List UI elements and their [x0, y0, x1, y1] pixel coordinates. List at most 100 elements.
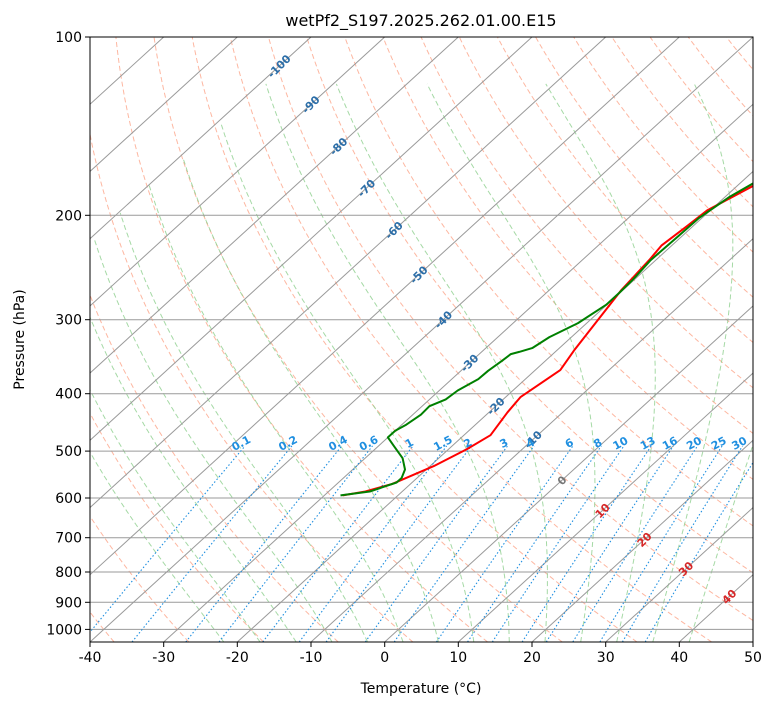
x-tick-label: -20: [226, 650, 249, 666]
y-tick-label: 100: [55, 30, 82, 46]
dry-adiabat-line: [535, 37, 753, 298]
mixing-ratio-line: [599, 445, 723, 642]
x-tick-label: -10: [300, 650, 323, 666]
isotherm-line: [236, 170, 753, 642]
mixing-ratio-label: 20: [684, 434, 704, 453]
isotherm-line: [90, 37, 753, 642]
sounding-series: [340, 182, 753, 497]
isotherms: [90, 37, 753, 642]
moist-adiabat-line: [426, 83, 596, 642]
y-tick-label: 700: [55, 531, 82, 547]
isotherm-line: [90, 37, 386, 307]
dry-adiabat-line: [306, 37, 753, 574]
dry-adiabat-line: [344, 37, 753, 527]
moist-adiabat-line: [265, 83, 510, 642]
dry-adiabat-line: [90, 515, 190, 642]
mixing-ratio-label: 6: [563, 436, 576, 451]
mixing-ratio-line: [325, 445, 472, 642]
y-axis-label: Pressure (hPa): [12, 289, 28, 389]
chart-title: wetPf2_S197.2025.262.01.00.E15: [285, 11, 556, 31]
isotherm-line: [752, 641, 753, 642]
isotherm-line: [605, 506, 753, 642]
moist-adiabat-line: [119, 212, 369, 642]
moist-adiabat-line: [545, 83, 656, 642]
mixing-ratio-label: 13: [638, 434, 658, 453]
moist-adiabats: [90, 83, 753, 642]
x-axis-label: Temperature (°C): [360, 681, 482, 697]
dry-adiabat-line: [229, 37, 712, 642]
moist-adiabat-line: [148, 185, 404, 642]
dry-adiabat-line: [90, 293, 339, 642]
mixing-ratio-line: [262, 445, 414, 642]
isotherm-line: [457, 372, 753, 642]
isotherm-line: [90, 37, 533, 442]
isobars: [90, 37, 753, 630]
plot-frame: [89, 36, 754, 643]
isotherm-line: [90, 37, 459, 374]
y-tick-label: 200: [55, 208, 82, 224]
mixing-ratio-label: 10: [611, 434, 631, 453]
mixing-ratio-label: 36: [750, 434, 770, 453]
y-tick-label: 900: [55, 595, 82, 611]
isotherm-line: [163, 103, 753, 642]
mixing-ratio-line: [393, 445, 535, 642]
y-tick-label: 600: [55, 491, 82, 507]
mixing-ratio-line: [298, 445, 448, 642]
x-tick-label: 30: [597, 650, 615, 666]
isotherm-line: [90, 37, 680, 576]
dry-adiabat-line: [611, 37, 753, 208]
x-tick-label: 50: [744, 650, 762, 666]
dry-adiabat-line: [458, 37, 753, 389]
moist-adiabat-line: [90, 388, 261, 642]
mixing-ratio-line: [218, 445, 373, 642]
mixing-ratio-line: [131, 445, 293, 642]
x-tick-label: 20: [523, 650, 541, 666]
y-tick-label: 300: [55, 313, 82, 329]
x-tick-label: 0: [380, 650, 389, 666]
mixing-ratio-line: [621, 445, 744, 642]
y-tick-label: 400: [55, 387, 82, 403]
moist-adiabat-line: [93, 237, 333, 642]
plot-area: -100-90-80-70-60-50-40-30-20-10010203040…: [90, 37, 775, 642]
y-tick-label: 800: [55, 565, 82, 581]
mixing-ratio-line: [491, 445, 625, 642]
x-tick-label: 10: [449, 650, 467, 666]
dry-adiabat-line: [115, 37, 488, 642]
mixing-ratio-line: [572, 445, 699, 642]
moist-adiabat-line: [90, 315, 297, 642]
dry-adiabat-line: [382, 37, 753, 481]
isotherm-line: [90, 37, 238, 173]
isotherm-line: [90, 37, 607, 509]
isotherm-line: [531, 439, 753, 642]
mixing-ratio-label: 3: [498, 436, 511, 451]
x-tick-label: -40: [79, 650, 102, 666]
dry-adiabat-line: [90, 131, 414, 642]
mixing-ratio-line: [364, 445, 509, 642]
mixing-ratio-line: [644, 461, 753, 642]
dry-adiabat-line: [649, 37, 753, 163]
mixing-ratio-line: [185, 445, 343, 642]
mixing-ratio-line: [435, 445, 574, 642]
mixing-ratio-label: 1: [403, 436, 416, 451]
mixing-ratio-line: [90, 445, 246, 633]
isotherm-line: [90, 37, 312, 240]
mixing-ratio-label: 16: [660, 434, 680, 453]
dry-adiabat-line: [90, 412, 264, 642]
dry-adiabat-line: [765, 37, 775, 642]
mixing-ratio-lines: [90, 445, 753, 642]
dry-adiabat-line: [726, 37, 753, 71]
mixing-ratio-line: [521, 445, 652, 642]
moist-adiabat-line: [220, 123, 475, 642]
mixing-ratio-label: 25: [709, 434, 729, 453]
mixing-ratio-line: [467, 445, 602, 642]
x-tick-label: 40: [670, 650, 688, 666]
dry-adiabat-line: [496, 37, 753, 344]
y-axis-ticks: 100 200 300 400 500 600 700 800 900 1000: [46, 30, 90, 638]
moist-adiabat-line: [90, 451, 225, 642]
x-tick-label: -30: [152, 650, 175, 666]
dry-adiabat-line: [191, 37, 638, 642]
moist-adiabat-line: [688, 442, 753, 642]
dry-adiabat-line: [687, 37, 753, 117]
dry-adiabat-line: [268, 37, 753, 622]
